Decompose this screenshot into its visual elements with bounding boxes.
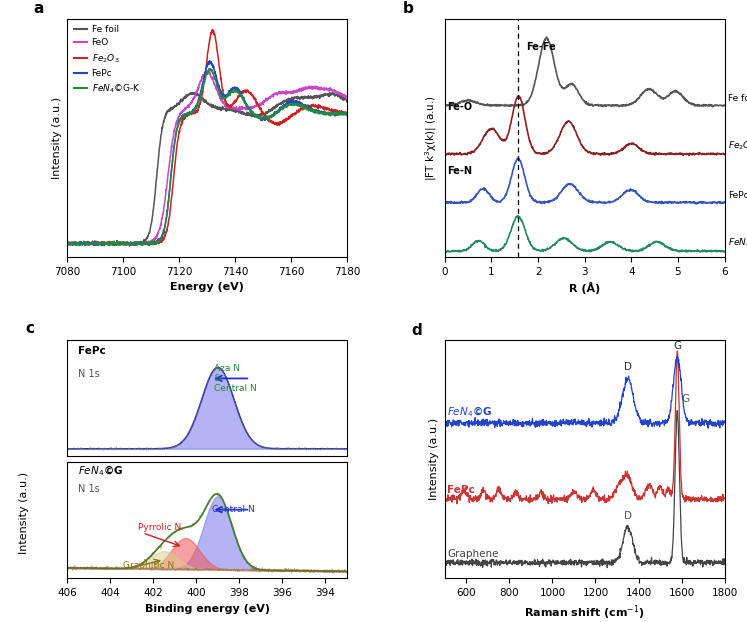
X-axis label: Raman shift (cm$^{-1}$): Raman shift (cm$^{-1}$) [524, 604, 645, 622]
Text: d: d [412, 323, 422, 338]
Text: Graphene: Graphene [447, 549, 498, 559]
Text: N 1s: N 1s [78, 485, 100, 494]
Text: Graphitic N: Graphitic N [123, 560, 175, 570]
X-axis label: Binding energy (eV): Binding energy (eV) [145, 604, 270, 614]
Y-axis label: Intensity (a.u.): Intensity (a.u.) [52, 96, 62, 179]
Text: c: c [25, 320, 34, 336]
Text: Fe-N: Fe-N [447, 165, 472, 175]
Text: FePc: FePc [728, 191, 747, 200]
Text: $FeN_4$©G: $FeN_4$©G [447, 404, 492, 419]
Text: Central N: Central N [211, 505, 255, 514]
Text: $FeN_4$©G-K: $FeN_4$©G-K [728, 236, 747, 249]
Text: $FeN_4$©G: $FeN_4$©G [78, 463, 123, 478]
Text: D: D [624, 363, 632, 373]
Text: G: G [682, 394, 690, 404]
Text: $Fe_2O_3$: $Fe_2O_3$ [728, 139, 747, 152]
Text: FePc: FePc [447, 485, 475, 495]
Y-axis label: Intensity (a.u.): Intensity (a.u.) [430, 418, 439, 501]
Text: a: a [34, 1, 44, 16]
Text: FePc: FePc [78, 346, 106, 356]
Text: b: b [403, 1, 414, 16]
Text: Fe-O: Fe-O [447, 102, 472, 112]
X-axis label: R (Å): R (Å) [569, 282, 601, 294]
Y-axis label: |FT k$^3$χ(k)| (a.u.): |FT k$^3$χ(k)| (a.u.) [424, 95, 439, 180]
Legend: Fe foil, FeO, $Fe_2O_3$, FePc, $FeN_4$©G-K: Fe foil, FeO, $Fe_2O_3$, FePc, $FeN_4$©G… [72, 23, 143, 97]
Text: N 1s: N 1s [78, 369, 100, 379]
Text: D: D [624, 511, 632, 521]
Text: Fe foil: Fe foil [728, 94, 747, 103]
Text: Aza N
&
Central N: Aza N & Central N [214, 363, 256, 393]
Text: Intensity (a.u.): Intensity (a.u.) [19, 472, 28, 554]
X-axis label: Energy (eV): Energy (eV) [170, 282, 244, 292]
Text: Pyrrolic N: Pyrrolic N [138, 523, 182, 532]
Text: Fe-Fe: Fe-Fe [527, 42, 557, 52]
Text: G: G [673, 341, 681, 351]
